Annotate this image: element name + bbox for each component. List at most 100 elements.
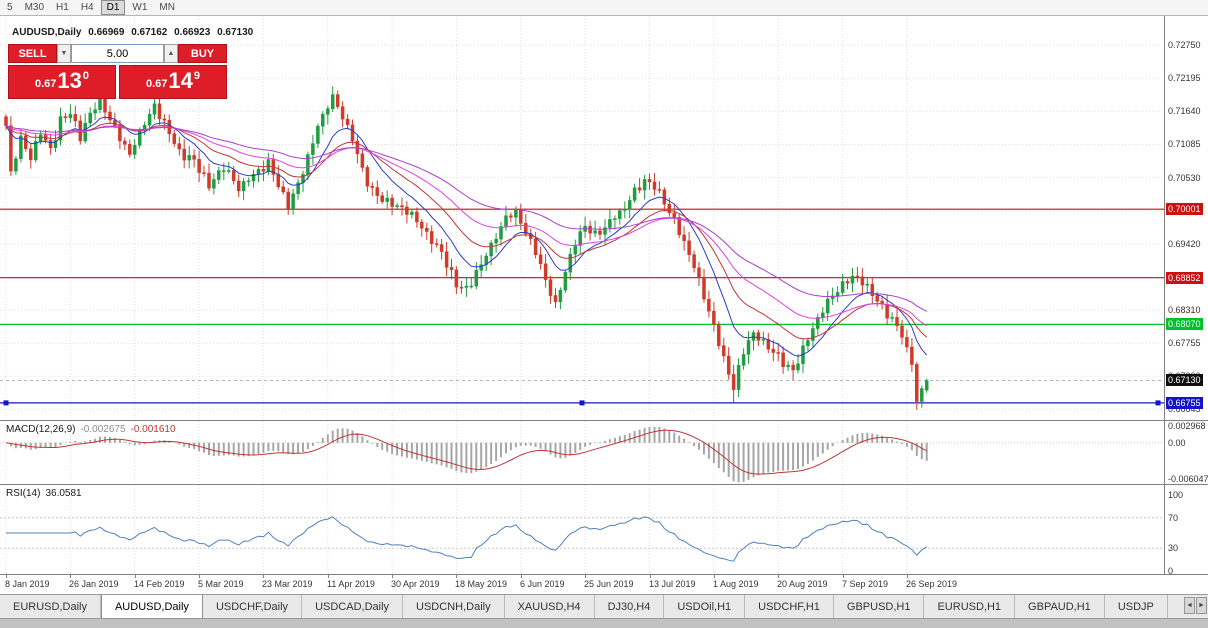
rsi-axis: 100 70 30 0 bbox=[1164, 485, 1208, 576]
timeframe-button-m30[interactable]: M30 bbox=[24, 2, 45, 13]
current-price-badge: 0.67130 bbox=[1166, 374, 1203, 386]
macd-axis-label: -0.006047 bbox=[1168, 474, 1208, 484]
price-axis-label: 0.66645 bbox=[1168, 404, 1201, 414]
buy-button[interactable]: BUY bbox=[178, 44, 227, 63]
chart-tab-usdchf-h1[interactable]: USDCHF,H1 bbox=[745, 595, 834, 618]
chevron-down-icon: ▼ bbox=[60, 50, 68, 57]
chart-tab-usdcad-daily[interactable]: USDCAD,Daily bbox=[302, 595, 404, 618]
chart-tab-audusd-daily[interactable]: AUDUSD,Daily bbox=[100, 595, 203, 618]
rsi-axis-label: 30 bbox=[1168, 543, 1179, 553]
macd-axis-label: 0.002968 bbox=[1168, 421, 1206, 431]
rsi-axis-label: 0 bbox=[1168, 566, 1174, 576]
ohlc-low: 0.66923 bbox=[174, 27, 211, 38]
macd-axis: 0.002968 0.00 -0.006047 bbox=[1164, 421, 1208, 484]
timeframe-button-mn[interactable]: MN bbox=[159, 2, 175, 13]
date-axis: 8 Jan 2019 26 Jan 2019 14 Feb 2019 5 Mar 20… bbox=[0, 574, 1208, 594]
date-axis-label: 13 Jul 2019 bbox=[649, 579, 696, 589]
price-axis: 0.727500.721950.716400.710850.705300.699… bbox=[1164, 16, 1208, 420]
chevron-up-icon: ▲ bbox=[167, 50, 175, 57]
date-axis-label: 11 Apr 2019 bbox=[327, 579, 375, 589]
timeframe-button-h1[interactable]: H1 bbox=[56, 2, 69, 13]
price-axis-label: 0.67755 bbox=[1168, 338, 1201, 348]
date-axis-label: 7 Sep 2019 bbox=[842, 579, 889, 589]
tab-scroll-right-icon[interactable]: ► bbox=[1196, 597, 1207, 614]
date-axis-label: 25 Jun 2019 bbox=[584, 579, 634, 589]
date-axis-label: 18 May 2019 bbox=[455, 579, 508, 589]
macd-label: MACD(12,26,9) -0.002675 -0.001610 bbox=[6, 424, 176, 435]
macd-plot[interactable] bbox=[0, 421, 1164, 489]
timeframe-button-d1[interactable]: D1 bbox=[100, 0, 126, 15]
date-tick bbox=[714, 575, 715, 578]
support-price-badge: 0.68070 bbox=[1166, 318, 1203, 330]
timeframe-button-5[interactable]: 5 bbox=[7, 2, 13, 13]
date-axis-label: 26 Jan 2019 bbox=[69, 579, 119, 589]
price-axis-label: 0.70530 bbox=[1168, 173, 1201, 183]
bid-prefix: 0.67 bbox=[34, 78, 57, 90]
chart-tab-usdoil-h1[interactable]: USDOil,H1 bbox=[664, 595, 746, 618]
chart-tab-xauusd-h4[interactable]: XAUUSD,H4 bbox=[504, 595, 595, 618]
rsi-indicator-panel: 100 70 30 0 RSI(14) 36.0581 bbox=[0, 484, 1208, 576]
volume-increase-button[interactable]: ▲ bbox=[164, 44, 178, 63]
ask-pips: 14 bbox=[168, 68, 193, 93]
date-tick bbox=[328, 575, 329, 578]
timeframe-button-w1[interactable]: W1 bbox=[132, 2, 148, 13]
chart-tab-usdchf-daily[interactable]: USDCHF,Daily bbox=[202, 595, 303, 618]
timeframe-toolbar: 5 M30 H1 H4 D1 W1 MN bbox=[0, 0, 1208, 16]
date-axis-label: 23 Mar 2019 bbox=[262, 579, 313, 589]
volume-decrease-button[interactable]: ▼ bbox=[57, 44, 71, 63]
rsi-plot[interactable] bbox=[0, 485, 1164, 579]
chart-tab-eurusd-h1[interactable]: EURUSD,H1 bbox=[924, 595, 1016, 618]
bid-point: 0 bbox=[82, 70, 90, 82]
macd-signal-value: -0.001610 bbox=[130, 424, 176, 435]
sell-button[interactable]: SELL bbox=[8, 44, 57, 63]
date-axis-label: 14 Feb 2019 bbox=[134, 579, 185, 589]
date-tick bbox=[6, 575, 7, 578]
macd-axis-label: 0.00 bbox=[1168, 438, 1186, 448]
date-tick bbox=[135, 575, 136, 578]
date-tick bbox=[392, 575, 393, 578]
date-axis-label: 8 Jan 2019 bbox=[5, 579, 50, 589]
date-tick bbox=[521, 575, 522, 578]
chart-tab-usdcnh-daily[interactable]: USDCNH,Daily bbox=[403, 595, 505, 618]
status-bar bbox=[0, 618, 1208, 628]
chart-tab-usdjp[interactable]: USDJP bbox=[1104, 595, 1168, 618]
ohlc-open: 0.66969 bbox=[88, 27, 125, 38]
chart-tab-gbpaud-h1[interactable]: GBPAUD,H1 bbox=[1015, 595, 1105, 618]
tab-scroll-arrows: ◄ ► bbox=[1183, 597, 1207, 614]
price-axis-label: 0.68310 bbox=[1168, 305, 1201, 315]
bid-price-display[interactable]: 0.67 13 0 bbox=[8, 65, 116, 99]
chart-tab-eurusd-daily[interactable]: EURUSD,Daily bbox=[0, 595, 101, 618]
volume-input[interactable]: 5.00 bbox=[71, 44, 164, 63]
price-chart-plot[interactable] bbox=[0, 16, 1164, 425]
resistance-price-badge-1: 0.70001 bbox=[1166, 203, 1203, 215]
selected-line-price-badge: 0.66755 bbox=[1166, 397, 1203, 409]
rsi-axis-label: 70 bbox=[1168, 513, 1179, 523]
rsi-name: RSI(14) bbox=[6, 488, 41, 499]
date-tick bbox=[778, 575, 779, 578]
chart-tab-bar: EURUSD,Daily AUDUSD,Daily USDCHF,Daily USDC… bbox=[0, 594, 1208, 618]
date-tick bbox=[585, 575, 586, 578]
ohlc-close: 0.67130 bbox=[217, 27, 254, 38]
date-tick bbox=[843, 575, 844, 578]
chart-tab-dj30-h4[interactable]: DJ30,H4 bbox=[594, 595, 665, 618]
tab-scroll-left-icon[interactable]: ◄ bbox=[1184, 597, 1195, 614]
price-chart-panel: 0.727500.721950.716400.710850.705300.699… bbox=[0, 16, 1208, 420]
chart-tab-gbpusd-h1[interactable]: GBPUSD,H1 bbox=[833, 595, 925, 618]
ask-prefix: 0.67 bbox=[145, 78, 168, 90]
date-tick bbox=[70, 575, 71, 578]
ask-price-display[interactable]: 0.67 14 9 bbox=[119, 65, 227, 99]
rsi-label: RSI(14) 36.0581 bbox=[6, 488, 82, 499]
price-axis-label: 0.69420 bbox=[1168, 239, 1201, 249]
date-axis-label: 26 Sep 2019 bbox=[906, 579, 958, 589]
macd-main-value: -0.002675 bbox=[80, 424, 126, 435]
price-axis-label: 0.71640 bbox=[1168, 106, 1201, 116]
date-tick bbox=[456, 575, 457, 578]
date-axis-label: 20 Aug 2019 bbox=[777, 579, 828, 589]
chart-symbol-period: AUDUSD,Daily bbox=[12, 27, 82, 38]
timeframe-button-h4[interactable]: H4 bbox=[80, 2, 94, 13]
date-tick bbox=[907, 575, 908, 578]
price-axis-label: 0.72750 bbox=[1168, 40, 1201, 50]
resistance-price-badge-2: 0.68852 bbox=[1166, 272, 1203, 284]
price-axis-label: 0.72195 bbox=[1168, 73, 1201, 83]
one-click-trade-panel: SELL ▼ 5.00 ▲ BUY 0.67 13 0 0.67 14 9 bbox=[8, 44, 227, 99]
